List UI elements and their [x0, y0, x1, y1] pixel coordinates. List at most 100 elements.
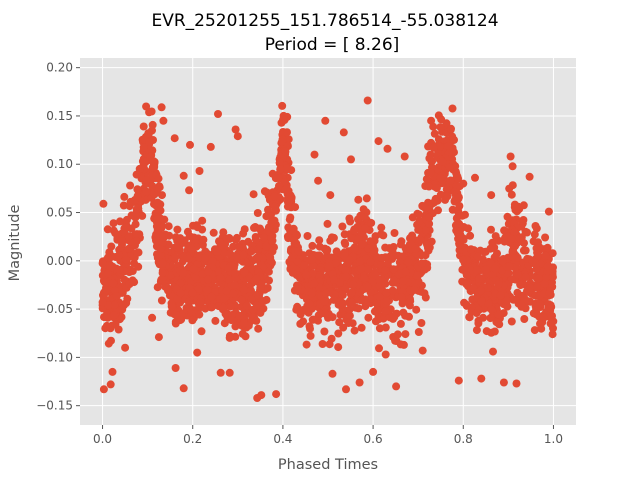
- data-point: [247, 295, 256, 304]
- data-point: [235, 311, 244, 320]
- data-point: [222, 286, 231, 295]
- data-point-outlier: [179, 384, 188, 393]
- data-point: [153, 283, 162, 292]
- x-tick-label: 1.0: [544, 432, 563, 446]
- data-point: [197, 327, 206, 336]
- data-point: [510, 227, 519, 236]
- data-point-outlier: [154, 333, 163, 342]
- data-point: [243, 301, 251, 310]
- data-point: [507, 275, 516, 284]
- data-point: [194, 284, 203, 293]
- data-point: [465, 313, 474, 322]
- data-point: [216, 273, 225, 282]
- data-point: [300, 261, 309, 270]
- data-point: [109, 279, 118, 288]
- data-point: [288, 268, 297, 277]
- data-point: [452, 169, 461, 178]
- data-point: [325, 262, 334, 271]
- data-point: [120, 227, 129, 235]
- data-point: [310, 279, 319, 288]
- data-point-outlier: [383, 144, 392, 153]
- data-point: [164, 222, 173, 231]
- data-point: [302, 306, 311, 315]
- data-point: [156, 206, 165, 215]
- data-point: [152, 222, 161, 231]
- data-point: [541, 251, 550, 260]
- data-point: [118, 305, 127, 314]
- data-point: [479, 313, 488, 322]
- data-point: [345, 256, 354, 265]
- data-point: [234, 242, 243, 251]
- data-point: [115, 265, 124, 274]
- data-point: [491, 252, 500, 261]
- data-point: [462, 301, 471, 310]
- data-point: [514, 202, 523, 211]
- data-point: [490, 327, 499, 336]
- data-point-outlier: [374, 137, 383, 146]
- data-point: [442, 185, 451, 194]
- data-point: [309, 262, 318, 270]
- data-point: [275, 181, 283, 190]
- data-point: [133, 248, 142, 257]
- data-point: [462, 271, 471, 280]
- data-point: [132, 209, 140, 218]
- data-point: [219, 303, 228, 312]
- data-point: [341, 240, 350, 248]
- x-tick-label: 0.8: [454, 432, 473, 446]
- data-point: [356, 257, 365, 266]
- data-point: [531, 222, 540, 230]
- data-point: [354, 304, 363, 313]
- data-point: [237, 295, 246, 304]
- data-point-outlier: [159, 116, 168, 125]
- data-point: [229, 289, 238, 298]
- data-point: [320, 297, 329, 306]
- data-point: [115, 251, 124, 260]
- data-point: [225, 234, 234, 242]
- data-point: [356, 211, 365, 220]
- data-point: [291, 203, 300, 212]
- data-point-outlier: [108, 367, 117, 376]
- data-point: [179, 269, 188, 278]
- data-point: [211, 316, 220, 325]
- data-point: [411, 244, 420, 253]
- data-point: [294, 282, 302, 291]
- data-point: [533, 283, 542, 292]
- data-point: [293, 302, 302, 311]
- data-point: [491, 232, 500, 241]
- data-point: [189, 265, 198, 273]
- data-point: [517, 300, 526, 309]
- data-point: [279, 115, 288, 124]
- data-point: [344, 319, 353, 327]
- data-point: [334, 343, 343, 352]
- data-point: [283, 232, 292, 241]
- data-point: [371, 271, 380, 280]
- data-point: [459, 255, 468, 264]
- data-point: [502, 296, 511, 305]
- data-point: [201, 304, 210, 313]
- data-point: [494, 280, 503, 289]
- data-point: [515, 234, 524, 243]
- data-point-outlier: [171, 364, 180, 372]
- data-point-outlier: [99, 385, 108, 394]
- data-point: [464, 224, 473, 233]
- data-point: [281, 185, 290, 194]
- data-point: [188, 316, 197, 325]
- data-point-outlier: [499, 378, 508, 387]
- y-tick-label: −0.05: [36, 302, 73, 316]
- data-point: [528, 257, 537, 266]
- data-point: [315, 242, 324, 251]
- data-point: [103, 269, 112, 278]
- data-point: [112, 292, 121, 300]
- data-point-outlier: [471, 173, 479, 182]
- data-point: [293, 258, 302, 267]
- data-point: [240, 286, 249, 294]
- data-point: [398, 299, 407, 308]
- data-point: [414, 225, 423, 234]
- data-point: [429, 143, 438, 152]
- data-point-outlier: [106, 380, 115, 389]
- data-point: [429, 122, 438, 131]
- data-point: [256, 283, 265, 292]
- data-point-outlier: [477, 374, 486, 383]
- data-point: [209, 228, 218, 237]
- data-point: [521, 246, 530, 255]
